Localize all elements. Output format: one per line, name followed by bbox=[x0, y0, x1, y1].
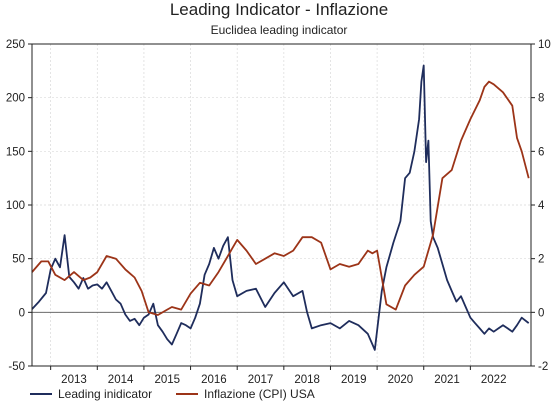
y-right-tick-label: 2 bbox=[538, 254, 544, 266]
y-left-tick-label: -50 bbox=[8, 361, 25, 373]
x-axis: 2013 2014 2015 2016 2017 2018 2019 2020 2021 2022 bbox=[50, 366, 507, 386]
y-left-tick-label: 150 bbox=[6, 146, 25, 158]
y-left-tick-label: 250 bbox=[6, 39, 25, 51]
x-tick-label: 2013 bbox=[61, 374, 87, 386]
gridlines bbox=[32, 43, 531, 367]
series-line-leading-indicator bbox=[31, 64, 530, 351]
x-tick-label: 2018 bbox=[294, 374, 320, 386]
y-left-tick-label: 50 bbox=[12, 254, 25, 266]
legend-label-inflazione: Inflazione (CPI) USA bbox=[204, 387, 315, 401]
y-axis-right: -2 0 2 4 6 8 10 bbox=[531, 39, 551, 373]
legend: Leading inidicator Inflazione (CPI) USA bbox=[30, 387, 315, 401]
x-tick-label: 2021 bbox=[434, 374, 460, 386]
x-tick-label: 2019 bbox=[341, 374, 367, 386]
chart-title: Leading Indicator - Inflazione bbox=[170, 0, 388, 19]
legend-label-leading-indicator: Leading inidicator bbox=[58, 387, 152, 401]
y-right-tick-label: 10 bbox=[538, 39, 551, 51]
x-tick-label: 2020 bbox=[388, 374, 414, 386]
x-tick-label: 2016 bbox=[201, 374, 227, 386]
y-axis-left: -50 0 50 100 150 200 250 bbox=[6, 39, 32, 373]
x-tick-label: 2022 bbox=[481, 374, 507, 386]
y-right-tick-label: 0 bbox=[538, 307, 544, 319]
y-left-tick-label: 0 bbox=[19, 307, 25, 319]
x-tick-label: 2015 bbox=[154, 374, 180, 386]
chart-subtitle: Euclidea leading indicator bbox=[211, 23, 348, 37]
x-tick-label: 2014 bbox=[108, 374, 134, 386]
y-right-tick-label: 8 bbox=[538, 93, 544, 105]
y-right-tick-label: 4 bbox=[538, 200, 545, 212]
y-right-tick-label: 6 bbox=[538, 146, 544, 158]
y-left-tick-label: 100 bbox=[6, 200, 25, 212]
y-right-tick-label: -2 bbox=[538, 361, 548, 373]
series-line-inflazione bbox=[31, 80, 530, 316]
y-left-tick-label: 200 bbox=[6, 93, 25, 105]
series-lines bbox=[31, 64, 530, 351]
x-tick-label: 2017 bbox=[248, 374, 274, 386]
